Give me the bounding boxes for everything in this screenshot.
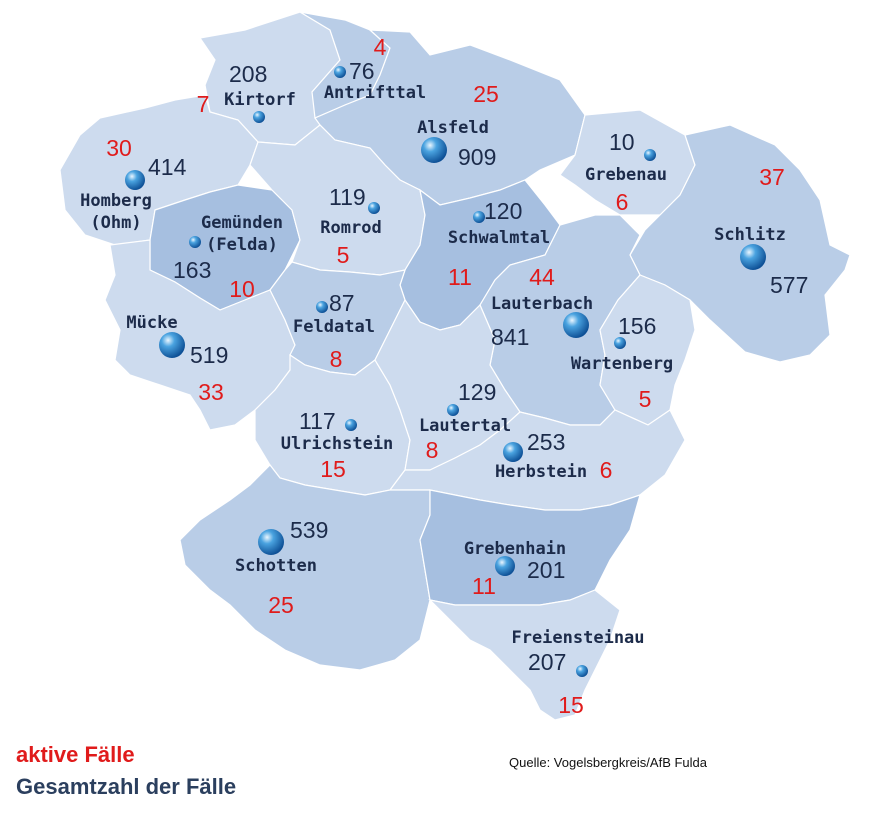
case-marker-ulrichstein [345,419,357,431]
total-cases-muecke: 519 [190,342,228,368]
town-name-freiensteinau: Freiensteinau [511,628,644,648]
case-marker-grebenau [644,149,656,161]
total-cases-schlitz: 577 [770,272,808,298]
town-name-kirtorf: Kirtorf [224,90,296,110]
town-name-homberg-line2: (Ohm) [90,213,141,233]
total-cases-wartenberg: 156 [618,313,656,339]
town-name-lautertal: Lautertal [419,416,511,436]
town-name-ulrichstein: Ulrichstein [281,434,394,454]
case-marker-wartenberg [614,337,626,349]
town-name-schlitz: Schlitz [714,225,786,245]
active-cases-grebenhain: 11 [472,573,496,599]
total-cases-freiensteinau: 207 [528,649,566,675]
case-marker-antrifttal [334,66,346,78]
region-schlitz [629,124,851,363]
town-name-muecke: Mücke [126,313,177,333]
total-cases-antrifttal: 76 [349,58,375,84]
active-cases-schwalmtal: 11 [448,264,472,290]
case-marker-romrod [368,202,380,214]
total-cases-schotten: 539 [290,517,328,543]
active-cases-antrifttal: 4 [374,34,387,60]
case-marker-schlitz [740,244,766,270]
total-cases-ulrichstein: 117 [299,408,336,434]
case-marker-grebenhain [495,556,515,576]
municipality-regions [59,11,851,721]
town-name-lauterbach: Lauterbach [491,294,593,314]
case-marker-homberg [125,170,145,190]
case-marker-schwalmtal [473,211,485,223]
active-cases-herbstein: 6 [600,457,613,483]
total-cases-feldatal: 87 [329,290,355,316]
case-marker-schotten [258,529,284,555]
case-marker-muecke [159,332,185,358]
active-cases-schlitz: 37 [759,164,785,190]
region-lautertal [374,298,521,471]
town-name-wartenberg: Wartenberg [571,354,673,374]
town-name-feldatal: Feldatal [293,317,375,337]
case-marker-herbstein [503,442,523,462]
case-marker-freiensteinau [576,665,588,677]
total-cases-grebenhain: 201 [527,557,565,583]
total-cases-herbstein: 253 [527,429,565,455]
town-name-schotten: Schotten [235,556,317,576]
case-marker-lautertal [447,404,459,416]
total-cases-lautertal: 129 [458,379,496,405]
legend-active-cases: aktive Fälle [16,742,135,767]
region-freiensteinau [428,589,621,721]
active-cases-schotten: 25 [268,592,294,618]
region-grebenau [559,109,696,216]
total-cases-schwalmtal: 120 [484,198,522,224]
total-cases-romrod: 119 [329,184,366,210]
case-marker-kirtorf [253,111,265,123]
active-cases-freiensteinau: 15 [558,692,584,718]
active-cases-alsfeld: 25 [473,81,499,107]
active-cases-muecke: 33 [198,379,224,405]
town-name-herbstein: Herbstein [495,462,587,482]
case-markers [125,66,766,677]
active-cases-homberg: 30 [106,135,132,161]
active-cases-kirtorf: 7 [197,91,210,117]
active-cases-gemuenden: 10 [229,276,255,302]
case-marker-alsfeld [421,137,447,163]
active-cases-feldatal: 8 [330,346,343,372]
active-cases-wartenberg: 5 [639,386,652,412]
active-cases-lautertal: 8 [426,437,439,463]
town-name-antrifttal: Antrifttal [324,83,426,103]
case-marker-feldatal [316,301,328,313]
legend-total-cases: Gesamtzahl der Fälle [16,774,237,799]
active-cases-grebenau: 6 [616,189,629,215]
town-name-romrod: Romrod [320,218,381,238]
town-name-grebenau: Grebenau [585,165,667,185]
region-schotten [179,464,431,671]
town-name-homberg: Homberg [80,191,152,211]
source-credit: Quelle: Vogelsbergkreis/AfB Fulda [509,755,707,770]
total-cases-gemuenden: 163 [173,257,211,283]
active-cases-ulrichstein: 15 [320,456,346,482]
total-cases-homberg: 414 [148,154,187,180]
total-cases-grebenau: 10 [609,129,635,155]
active-cases-lauterbach: 44 [529,264,555,290]
case-marker-lauterbach [563,312,589,338]
town-name-schwalmtal: Schwalmtal [448,228,550,248]
case-marker-gemuenden [189,236,201,248]
town-name-gemuenden-line2: (Felda) [206,235,278,255]
active-cases-romrod: 5 [337,242,350,268]
town-name-grebenhain: Grebenhain [464,539,566,559]
total-cases-kirtorf: 208 [229,61,267,87]
town-name-alsfeld: Alsfeld [417,118,489,138]
total-cases-lauterbach: 841 [491,324,529,350]
town-name-gemuenden: Gemünden [201,213,283,233]
total-cases-alsfeld: 909 [458,144,496,170]
